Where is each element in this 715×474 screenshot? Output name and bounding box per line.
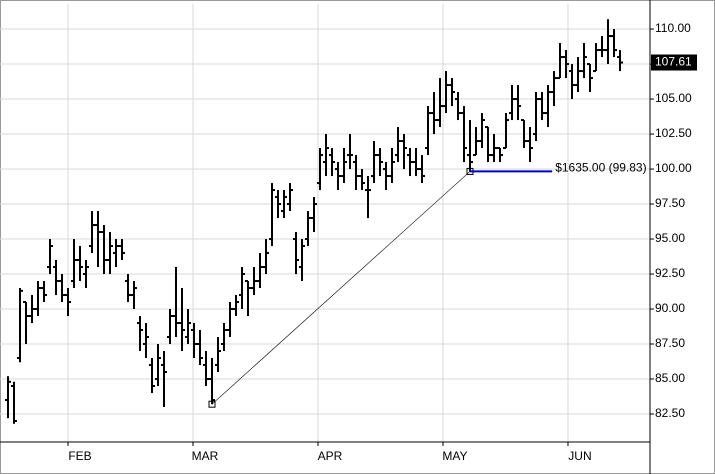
last-price-box — [651, 54, 697, 71]
y-tick-label: 92.50 — [655, 266, 685, 280]
y-tick-label: 87.50 — [655, 336, 685, 350]
last-price-label: 107.61 — [655, 55, 692, 69]
x-tick-label: MAR — [192, 449, 219, 463]
y-tick-label: 97.50 — [655, 196, 685, 210]
measure-label: $1635.00 (99.83) — [555, 161, 646, 175]
x-tick-label: MAY — [442, 449, 467, 463]
trendline-handle — [208, 400, 216, 408]
y-tick-label: 82.50 — [655, 406, 685, 420]
x-tick-label: JUN — [568, 449, 591, 463]
y-tick-label: 100.00 — [655, 161, 692, 175]
y-tick-label: 110.00 — [655, 21, 691, 35]
y-tick-label: 95.00 — [655, 231, 685, 245]
x-tick-label: APR — [318, 449, 343, 463]
y-tick-label: 105.00 — [655, 91, 692, 105]
y-tick-label: 102.50 — [655, 126, 692, 140]
trendline — [211, 171, 471, 405]
y-tick-label: 85.00 — [655, 371, 685, 385]
y-tick-label: 90.00 — [655, 301, 685, 315]
x-tick-label: FEB — [68, 449, 91, 463]
